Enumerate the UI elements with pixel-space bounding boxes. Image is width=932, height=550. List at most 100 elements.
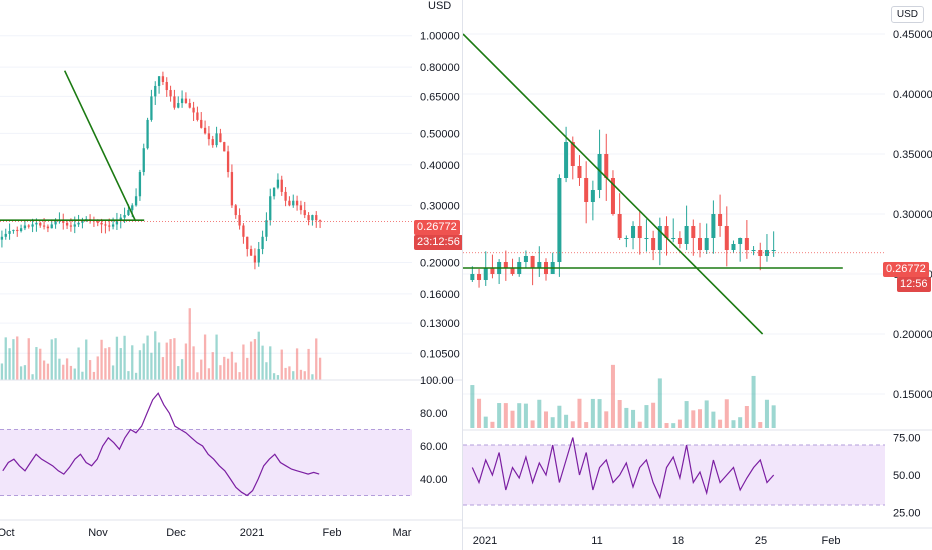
- candle-body: [265, 220, 268, 237]
- candle-body: [46, 226, 50, 229]
- volume-bar: [46, 363, 50, 380]
- volume-bar: [50, 339, 53, 380]
- volume-bar: [207, 368, 211, 380]
- volume-bar: [257, 331, 260, 380]
- candle-body: [154, 85, 157, 97]
- candle-body: [169, 90, 172, 97]
- volume-bar: [771, 405, 776, 428]
- volume-bar: [215, 334, 218, 380]
- volume-bar: [517, 403, 522, 428]
- volume-bar: [530, 420, 535, 428]
- candle-body: [637, 226, 642, 238]
- volume-bar: [188, 308, 191, 380]
- candle-body: [196, 112, 199, 120]
- trendline: [463, 33, 764, 335]
- candle-body: [115, 220, 119, 225]
- left-chart-svg[interactable]: 1.00000 0.80000 0.65000 0.50000 0.40000 0.300…: [0, 0, 462, 550]
- volume-bar: [150, 352, 153, 380]
- left-last-price-tag: 0.26772: [414, 220, 460, 235]
- candle-body: [211, 139, 214, 146]
- candle-body: [530, 256, 535, 268]
- candle-body: [731, 244, 736, 250]
- candle-body: [134, 196, 138, 206]
- candle-body: [4, 233, 7, 237]
- volume-bar: [550, 417, 555, 428]
- volume-bar: [503, 403, 508, 428]
- candle-body: [671, 238, 676, 239]
- volume-bar: [311, 374, 314, 380]
- candle-body: [108, 225, 111, 227]
- volume-bar: [88, 360, 92, 380]
- candle-body: [188, 103, 191, 108]
- candle-body: [257, 249, 260, 263]
- volume-bar: [490, 421, 495, 428]
- volume-bar: [27, 338, 30, 380]
- candle-body: [127, 210, 130, 216]
- volume-bar: [318, 357, 322, 380]
- price-tick-label: 0.50000: [420, 128, 460, 140]
- candle-body: [697, 238, 703, 250]
- volume-bar: [31, 374, 34, 380]
- candle-body: [207, 133, 211, 140]
- volume-bar: [657, 378, 662, 428]
- price-tick-label: 0.80000: [420, 62, 460, 74]
- candle-body: [307, 215, 310, 221]
- volume-bar: [651, 402, 656, 428]
- volume-bar: [123, 335, 126, 380]
- candle-body: [203, 127, 207, 134]
- volume-bar: [19, 366, 23, 380]
- candle-body: [19, 228, 23, 232]
- volume-bar: [200, 359, 203, 380]
- volume-bar: [39, 348, 42, 380]
- price-tick-label: 0.40000: [893, 89, 932, 101]
- candle-body: [738, 238, 743, 244]
- volume-bar: [711, 411, 716, 428]
- volume-bar: [219, 365, 222, 380]
- volume-bar: [697, 409, 703, 428]
- candle-body: [184, 98, 188, 104]
- rsi-band: [463, 445, 885, 505]
- candle-body: [123, 215, 126, 218]
- left-chart-pane[interactable]: 1.00000 0.80000 0.65000 0.50000 0.40000 0.300…: [0, 0, 462, 550]
- volume-bar: [570, 421, 575, 428]
- candle-body: [104, 224, 107, 226]
- candle-body: [303, 210, 306, 216]
- rsi-tick-label: 100.00: [420, 375, 454, 387]
- volume-bar: [238, 372, 241, 380]
- time-tick-label: Nov: [88, 527, 108, 539]
- candle-body: [192, 107, 195, 113]
- volume-bar: [100, 339, 103, 380]
- candle-body: [54, 221, 57, 225]
- candle-body: [111, 224, 115, 227]
- candle-body: [238, 215, 241, 226]
- price-tick-label: 1.00000: [420, 31, 460, 43]
- candle-body: [69, 225, 73, 227]
- candle-body: [161, 76, 165, 82]
- right-chart-pane[interactable]: 0.450000.400000.350000.300000.250000.200…: [463, 0, 932, 550]
- candle-body: [180, 98, 184, 104]
- volume-bar: [65, 358, 69, 380]
- pane-divider[interactable]: [462, 0, 463, 550]
- candle-body: [470, 274, 475, 280]
- candle-body: [35, 222, 38, 225]
- volume-bar: [523, 403, 528, 428]
- candle-body: [77, 222, 80, 225]
- volume-bar: [35, 347, 38, 380]
- candle-body: [157, 76, 161, 86]
- candle-body: [0, 236, 4, 240]
- candle-body: [23, 225, 27, 229]
- volume-bar: [192, 346, 195, 380]
- right-chart-svg[interactable]: 0.450000.400000.350000.300000.250000.200…: [463, 0, 932, 550]
- right-currency-badge[interactable]: USD: [890, 6, 924, 23]
- candle-body: [138, 172, 142, 197]
- time-tick-label: Dec: [166, 527, 186, 539]
- candle-body: [684, 226, 689, 244]
- volume-bar: [724, 399, 729, 428]
- volume-bar: [169, 339, 172, 380]
- candle-body: [226, 151, 230, 173]
- candle-body: [16, 229, 19, 232]
- volume-bar: [315, 338, 318, 380]
- volume-bar: [62, 364, 65, 380]
- candle-body: [311, 215, 314, 221]
- time-tick-label: Oct: [0, 527, 15, 539]
